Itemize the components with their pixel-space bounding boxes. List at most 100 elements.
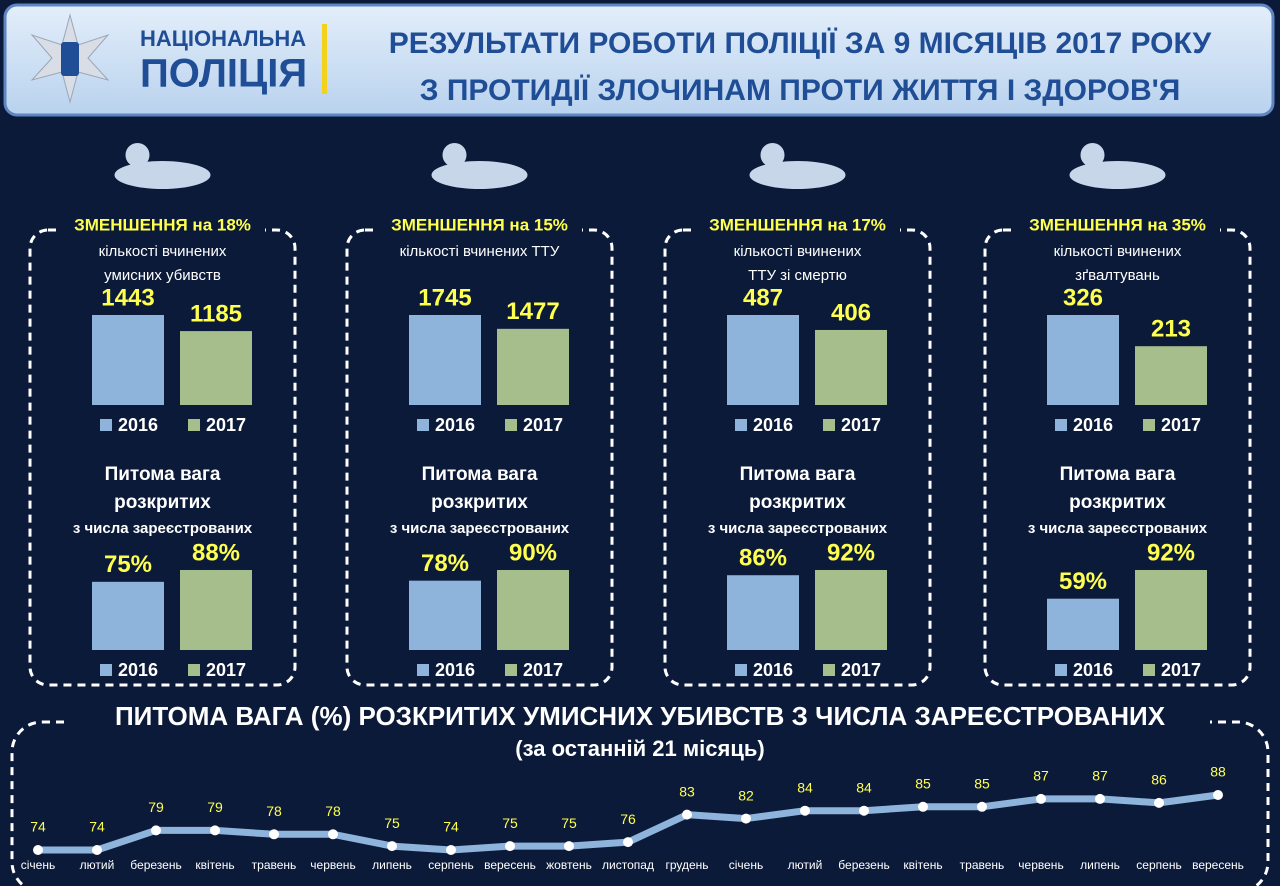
point bbox=[210, 825, 220, 836]
legend-swatch bbox=[1055, 419, 1067, 431]
value-label: 78 bbox=[325, 803, 341, 819]
value-label: 79 bbox=[207, 799, 223, 815]
icon bbox=[442, 143, 467, 167]
value-label: 84 bbox=[797, 779, 813, 795]
point bbox=[977, 801, 987, 812]
legend-swatch bbox=[100, 419, 112, 431]
legend-label: 2017 bbox=[841, 415, 881, 435]
x-tick-label: травень bbox=[960, 858, 1005, 872]
value-label: 1185 bbox=[190, 300, 242, 327]
value-label: 87 bbox=[1092, 768, 1108, 784]
value-label: 92% bbox=[1147, 539, 1195, 566]
legend-label: 2016 bbox=[753, 415, 793, 435]
chart-subtitle: з числа зареєстрованих bbox=[1028, 520, 1208, 537]
panel-label-bg bbox=[377, 212, 582, 292]
legend-label: 2016 bbox=[435, 415, 475, 435]
x-tick-label: лютий bbox=[80, 858, 115, 872]
logo-text: НАЦІОНАЛЬНА bbox=[140, 26, 306, 51]
value-label: 74 bbox=[30, 819, 46, 835]
point bbox=[682, 809, 692, 820]
bar bbox=[1135, 346, 1207, 405]
point bbox=[741, 813, 751, 824]
panel-label-bg bbox=[1015, 212, 1220, 292]
point bbox=[918, 801, 928, 812]
value-label: 1745 bbox=[418, 284, 471, 311]
caption: ТТУ зі смертю bbox=[748, 267, 847, 284]
icon bbox=[114, 161, 211, 189]
chart-title: Питома вага bbox=[422, 464, 538, 485]
legend-label: 2017 bbox=[206, 660, 246, 680]
x-tick-label: травень bbox=[252, 858, 297, 872]
caption: кількості вчинених bbox=[99, 243, 227, 260]
legend-label: 2017 bbox=[523, 415, 563, 435]
caption: зґвалтувань bbox=[1075, 267, 1160, 284]
legend-swatch bbox=[505, 664, 517, 676]
legend-swatch bbox=[1143, 419, 1155, 431]
icon bbox=[431, 161, 528, 189]
value-label: 59% bbox=[1059, 568, 1107, 595]
point bbox=[1213, 790, 1223, 800]
legend-label: 2017 bbox=[1161, 415, 1201, 435]
value-label: 75 bbox=[384, 815, 400, 831]
value-label: 86% bbox=[739, 545, 787, 572]
x-tick-label: червень bbox=[1018, 858, 1063, 872]
value-label: 83 bbox=[679, 783, 695, 799]
legend-swatch bbox=[1055, 664, 1067, 676]
point bbox=[328, 829, 338, 840]
logo-text: ПОЛІЦІЯ bbox=[140, 52, 307, 96]
x-tick-label: липень bbox=[372, 858, 412, 872]
bar bbox=[409, 580, 481, 650]
chart-title: розкритих bbox=[431, 492, 528, 513]
x-tick-label: вересень bbox=[484, 858, 536, 872]
chart-title: Питома вага bbox=[1060, 464, 1176, 485]
x-tick-label: квітень bbox=[903, 858, 942, 872]
value-label: 74 bbox=[443, 819, 459, 835]
chart-subtitle: з числа зареєстрованих bbox=[390, 520, 570, 537]
point bbox=[623, 837, 633, 848]
point bbox=[800, 805, 810, 816]
value-label: 79 bbox=[148, 799, 164, 815]
bar bbox=[180, 570, 252, 650]
value-label: 78% bbox=[421, 550, 469, 577]
legend-swatch bbox=[188, 419, 200, 431]
point bbox=[1036, 793, 1046, 804]
bar bbox=[497, 570, 569, 650]
chart-title: розкритих bbox=[114, 492, 211, 513]
value-label: 326 bbox=[1063, 284, 1103, 311]
value-label: 88% bbox=[192, 539, 240, 566]
icon bbox=[749, 161, 846, 189]
legend-label: 2016 bbox=[753, 660, 793, 680]
value-label: 88 bbox=[1210, 764, 1226, 780]
value-label: 75% bbox=[104, 551, 152, 578]
x-tick-label: липень bbox=[1080, 858, 1120, 872]
x-tick-label: серпень bbox=[1136, 858, 1181, 872]
x-tick-label: квітень bbox=[195, 858, 234, 872]
value-label: 86 bbox=[1151, 772, 1167, 788]
value-label: 85 bbox=[915, 775, 931, 791]
header-title: З ПРОТИДІЇ ЗЛОЧИНАМ ПРОТИ ЖИТТЯ І ЗДОРОВ… bbox=[420, 74, 1181, 107]
caption: умисних убивств bbox=[104, 267, 221, 284]
bar bbox=[815, 570, 887, 650]
value-label: 1443 bbox=[101, 284, 154, 311]
point bbox=[446, 845, 456, 855]
value-label: 75 bbox=[502, 815, 518, 831]
legend-swatch bbox=[823, 664, 835, 676]
panel-label-bg bbox=[60, 212, 265, 292]
bar bbox=[815, 329, 887, 405]
legend-swatch bbox=[505, 419, 517, 431]
value-label: 74 bbox=[89, 819, 105, 835]
legend-swatch bbox=[417, 419, 429, 431]
legend-label: 2017 bbox=[523, 660, 563, 680]
x-tick-label: листопад bbox=[602, 858, 654, 872]
x-tick-label: лютий bbox=[788, 858, 823, 872]
legend-swatch bbox=[735, 419, 747, 431]
x-tick-label: березень bbox=[838, 858, 889, 872]
point bbox=[564, 841, 574, 852]
title-bg bbox=[70, 702, 1210, 762]
value-label: 1477 bbox=[506, 298, 559, 325]
bar bbox=[497, 328, 569, 405]
bar bbox=[92, 315, 164, 405]
value-label: 406 bbox=[831, 299, 871, 326]
caption: кількості вчинених bbox=[734, 243, 862, 260]
decrease-label: ЗМЕНШЕННЯ на 17% bbox=[709, 215, 886, 234]
